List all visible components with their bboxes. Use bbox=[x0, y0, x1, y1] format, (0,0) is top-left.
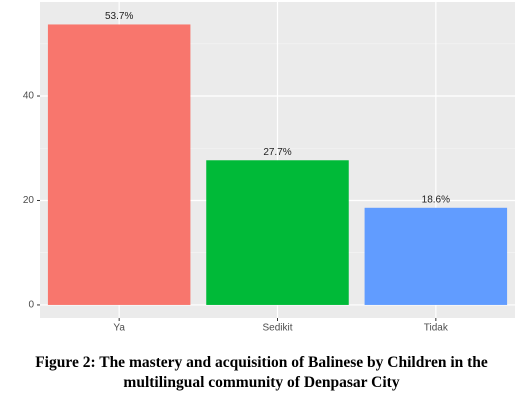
bar bbox=[364, 207, 508, 305]
x-tick-label: Sedikit bbox=[262, 323, 292, 334]
x-tick-label: Ya bbox=[113, 323, 125, 334]
figure-caption: Figure 2: The mastery and acquisition of… bbox=[35, 354, 488, 391]
value-label: 18.6% bbox=[422, 194, 450, 205]
bar bbox=[47, 24, 191, 305]
chart: 0 20 40 53.7% Ya 27.7% Sedikit 18.6% Tidak bbox=[23, 2, 515, 334]
value-label: 53.7% bbox=[105, 11, 133, 22]
y-tick-label: 20 bbox=[23, 195, 35, 206]
bar bbox=[206, 160, 349, 305]
y-tick-label: 0 bbox=[28, 300, 34, 311]
value-label: 27.7% bbox=[263, 147, 291, 158]
x-tick-label: Tidak bbox=[424, 323, 449, 334]
y-tick-label: 40 bbox=[23, 91, 35, 102]
